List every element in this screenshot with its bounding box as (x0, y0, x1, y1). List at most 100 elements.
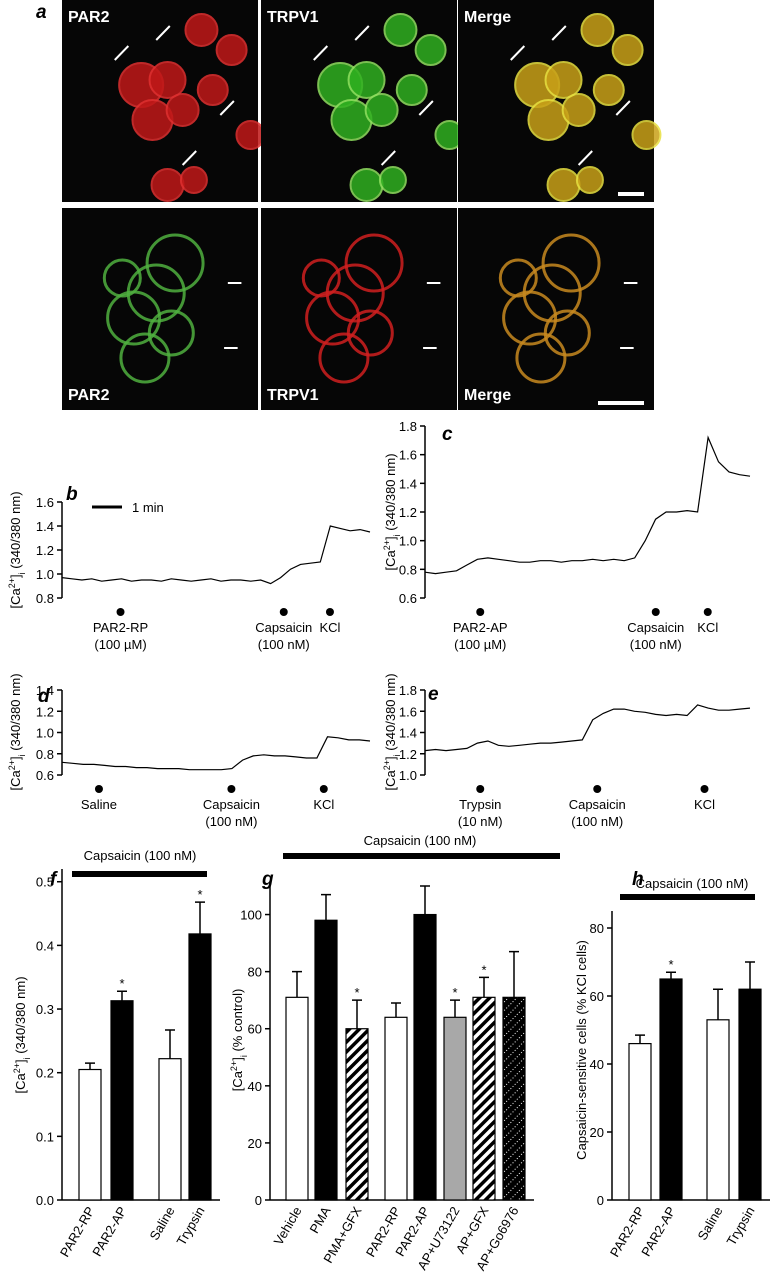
significance: * (354, 985, 359, 1000)
image-label: PAR2 (68, 9, 110, 26)
error-bar (635, 1034, 645, 1044)
stimulus-label: (100 µM) (94, 637, 146, 652)
bar (384, 1016, 408, 1201)
y-axis-label-part: i (392, 754, 402, 756)
image-label: Merge (464, 387, 511, 404)
y-axis-label-part: i (239, 1055, 249, 1057)
error-bar (745, 961, 755, 990)
x-tick-label: Trypsin (724, 1204, 758, 1248)
cell (580, 13, 615, 47)
panel-letter: d (38, 686, 50, 707)
trace (61, 736, 371, 771)
cell (592, 74, 625, 106)
y-tick-label: 1.2 (36, 543, 54, 558)
y-tick-label: 0.6 (36, 768, 54, 783)
cell (631, 120, 662, 150)
y-axis-label-part: i (17, 572, 27, 574)
y-axis-label: [Ca2+]i (340/380 nm) (7, 491, 27, 608)
arrow (181, 150, 197, 166)
cell (184, 13, 219, 47)
y-tick-label: 1.8 (399, 683, 417, 698)
y-tick-label: 1.0 (399, 768, 417, 783)
arrow (418, 100, 434, 116)
cell (414, 34, 447, 66)
arrow (354, 25, 370, 41)
y-axis-label-part: 2+ (7, 760, 17, 770)
y-axis-label-part: [Ca (383, 770, 398, 791)
y-axis-label-part: ] (383, 536, 398, 540)
stimulus-label: KCl (697, 620, 718, 635)
error-bar (165, 1029, 175, 1059)
bar (502, 996, 526, 1201)
stimulus-marker (279, 608, 288, 616)
cell (148, 61, 187, 99)
bar (413, 913, 437, 1201)
y-axis-label-part: ] (8, 756, 23, 760)
y-tick-label: 0.5 (36, 875, 54, 890)
y-tick-label: 1.6 (36, 495, 54, 510)
y-axis-label-part: Capsaicin-sensitive cells (% KCl cells) (574, 940, 589, 1160)
bar (706, 1019, 730, 1201)
significance: * (452, 985, 457, 1000)
y-axis-label-part: (340/380 nm) (383, 673, 398, 754)
stimulus-marker (476, 608, 485, 616)
y-tick-label: 1.0 (36, 726, 54, 741)
arrow (380, 150, 396, 166)
stimulus-marker (227, 785, 236, 793)
y-axis-label: [Ca2+]i (% control) (229, 989, 249, 1092)
error-bar (292, 970, 302, 998)
panel-letter: h (632, 869, 644, 890)
cell (301, 258, 341, 298)
y-tick-label: 60 (590, 989, 604, 1004)
bar (628, 1042, 652, 1201)
cell (346, 309, 394, 357)
cell (119, 332, 171, 384)
stimulus-label: (100 nM) (205, 814, 257, 829)
bar (659, 978, 683, 1201)
y-axis-label-part: [Ca (230, 1070, 245, 1091)
x-tick-label: Trypsin (174, 1204, 208, 1248)
y-tick-label: 0.8 (36, 747, 54, 762)
cell (102, 258, 142, 298)
y-tick-label: 0.0 (36, 1193, 54, 1208)
time-scale-label: 1 min (132, 500, 164, 515)
significance: * (481, 962, 486, 977)
stimulus-label: KCl (313, 797, 334, 812)
y-tick-label: 0 (255, 1193, 262, 1208)
y-axis-label-part: 2+ (229, 1061, 239, 1071)
cell (546, 168, 581, 202)
stimulus-marker (700, 785, 709, 793)
y-axis-label-part: ] (8, 574, 23, 578)
cell (378, 166, 407, 194)
y-axis-label-part: (340/380 nm) (8, 491, 23, 572)
cell (383, 13, 418, 47)
cell (395, 74, 428, 106)
error-bar (85, 1062, 95, 1070)
stimulus-label: Capsaicin (100 nM) (636, 876, 749, 891)
cell (364, 93, 399, 127)
stimulus-label: (100 µM) (454, 637, 506, 652)
cell (575, 166, 604, 194)
cell (561, 93, 596, 127)
y-axis-label-part: 2+ (382, 760, 392, 770)
panel-letter: f (50, 869, 58, 890)
panel-letter: b (66, 484, 78, 505)
stimulus-label: PAR2-RP (93, 620, 148, 635)
y-axis-label-part: ] (13, 1059, 28, 1063)
y-tick-label: 0.3 (36, 1002, 54, 1017)
y-tick-label: 1.4 (399, 476, 417, 491)
cell (145, 233, 205, 293)
y-axis-label-part: 2+ (12, 1063, 22, 1073)
bar (78, 1068, 102, 1201)
stimulus-marker (593, 785, 602, 793)
y-tick-label: 1.2 (36, 704, 54, 719)
y-axis-label-part: [Ca (13, 1073, 28, 1094)
cell (349, 168, 384, 202)
y-tick-label: 100 (240, 908, 262, 923)
y-tick-label: 1.0 (36, 567, 54, 582)
arrow (510, 45, 526, 61)
error-bar (420, 885, 430, 915)
cell (147, 309, 195, 357)
x-tick-label: Saline (147, 1204, 178, 1243)
